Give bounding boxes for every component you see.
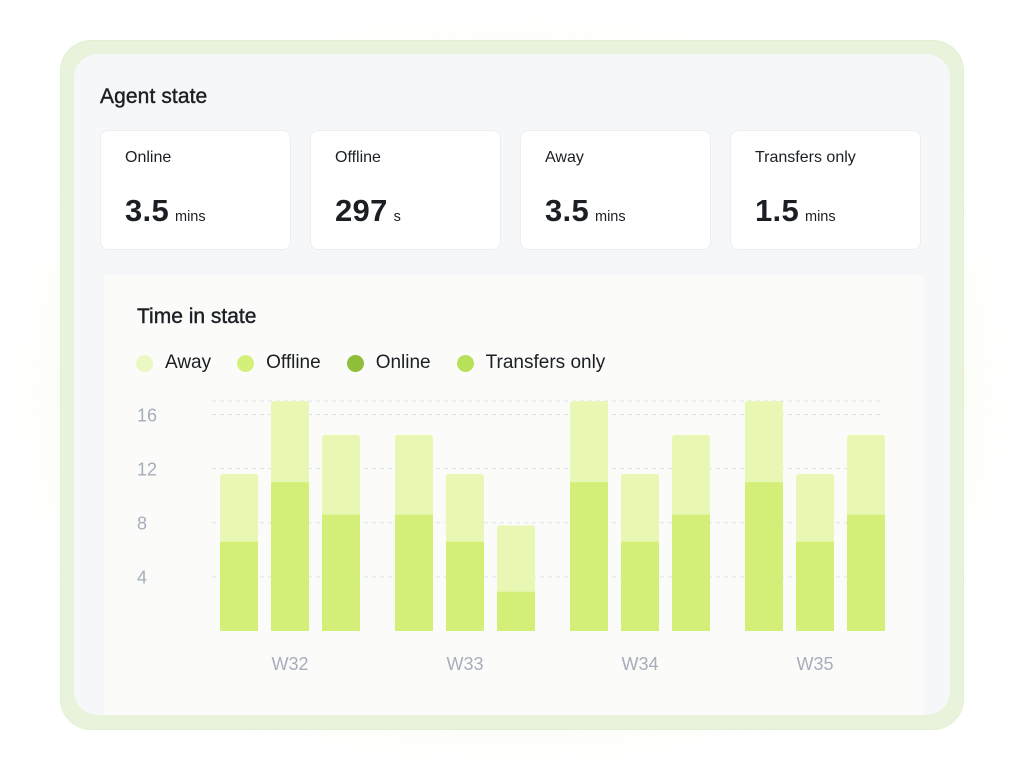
bar-segment-offline xyxy=(395,514,433,631)
legend-dot-icon xyxy=(136,354,153,372)
legend-dot-icon xyxy=(237,354,255,372)
bar-segment-offline xyxy=(497,591,535,631)
stat-unit: mins xyxy=(595,209,626,225)
stat-card-online[interactable]: Online 3.5 mins xyxy=(100,130,291,250)
stacked-bar-chart: 4 8 12 16 W32 W33 W34 W35 xyxy=(137,400,885,674)
stat-card-label: Away xyxy=(545,149,584,166)
legend-label: Transfers only xyxy=(485,352,606,373)
stat-unit: mins xyxy=(175,209,206,225)
stat-card-value: 3.5 mins xyxy=(125,193,206,229)
stat-card-offline[interactable]: Offline 297 s xyxy=(310,130,501,250)
stat-unit: mins xyxy=(805,209,836,225)
y-tick-label: 8 xyxy=(137,514,147,534)
bar-segment-offline xyxy=(672,514,710,631)
legend-label: Online xyxy=(375,352,431,373)
bar-segment-offline xyxy=(322,514,360,631)
legend-dot-icon xyxy=(456,354,474,372)
legend-item-transfers-only[interactable]: Transfers only xyxy=(456,352,606,374)
stat-card-transfers-only[interactable]: Transfers only 1.5 mins xyxy=(730,130,921,250)
stat-unit: s xyxy=(393,209,401,225)
legend-label: Away xyxy=(165,352,212,373)
y-tick-label: 12 xyxy=(137,459,157,479)
stat-number: 3.5 xyxy=(125,193,169,228)
x-tick-label: W34 xyxy=(621,654,658,674)
stat-card-label: Online xyxy=(125,149,172,166)
bar-segment-offline xyxy=(796,541,834,631)
stat-number: 3.5 xyxy=(545,193,589,228)
x-tick-label: W33 xyxy=(446,654,483,674)
stat-card-value: 1.5 mins xyxy=(755,193,836,229)
bar-segment-offline xyxy=(220,541,258,631)
bar-segment-offline xyxy=(745,482,783,631)
legend-item-offline[interactable]: Offline xyxy=(237,352,321,374)
bar-segment-offline xyxy=(570,482,608,631)
legend-item-online[interactable]: Online xyxy=(346,352,431,374)
legend-item-away[interactable]: Away xyxy=(136,352,211,374)
chart-title: Time in state xyxy=(137,305,257,328)
stat-number: 1.5 xyxy=(755,193,799,228)
dashboard-panel: Agent state Online 3.5 mins Offline 297 s … xyxy=(74,54,950,715)
bar-segment-offline xyxy=(847,514,885,631)
bar-segment-offline xyxy=(446,541,484,631)
legend-dot-icon xyxy=(346,354,364,372)
panel-title: Agent state xyxy=(100,85,208,108)
time-in-state-chart-card: Time in state Away Offline Online Transf… xyxy=(104,275,924,715)
stat-card-value: 297 s xyxy=(335,193,401,229)
x-tick-label: W32 xyxy=(271,654,308,674)
bar-segment-offline xyxy=(621,541,659,631)
stat-card-value: 3.5 mins xyxy=(545,193,626,229)
chart-legend: Away Offline Online Transfers only xyxy=(136,352,631,374)
stat-number: 297 xyxy=(335,193,388,228)
y-tick-label: 16 xyxy=(137,405,157,425)
legend-label: Offline xyxy=(266,352,321,373)
bar-segment-offline xyxy=(271,482,309,631)
stat-card-label: Transfers only xyxy=(755,149,856,166)
stat-card-away[interactable]: Away 3.5 mins xyxy=(520,130,711,250)
x-tick-label: W35 xyxy=(796,654,833,674)
stat-card-label: Offline xyxy=(335,149,381,166)
y-tick-label: 4 xyxy=(137,568,147,588)
